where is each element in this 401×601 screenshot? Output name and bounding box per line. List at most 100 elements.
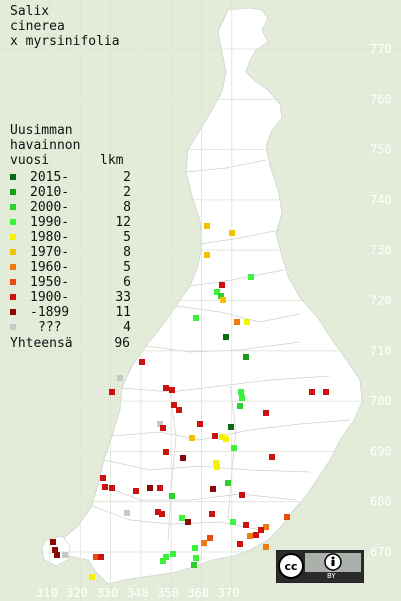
observation-marker	[62, 552, 68, 558]
observation-marker	[179, 515, 185, 521]
observation-marker	[160, 558, 166, 564]
grid-label-y: 740	[370, 193, 392, 207]
legend-swatch	[10, 309, 16, 315]
legend-total-label: Yhteensä	[10, 336, 73, 351]
observation-marker	[218, 293, 224, 299]
observation-marker	[323, 389, 329, 395]
observation-marker	[214, 289, 220, 295]
legend-row: 1990- 12	[10, 215, 135, 230]
observation-marker	[191, 562, 197, 568]
cc-icon: cc	[277, 551, 363, 582]
legend-count-value: 4	[123, 320, 131, 335]
legend-row: -1899 11	[10, 305, 135, 320]
legend-count-value: 8	[123, 245, 131, 260]
grid-label-x: 320	[66, 586, 88, 600]
legend-year-label: -1899	[30, 305, 70, 320]
cc-license-badge: cc BY	[276, 550, 364, 583]
observation-marker	[230, 519, 236, 525]
legend-row: 1980- 5	[10, 230, 135, 245]
species-title-line1: Salix	[10, 4, 50, 19]
observation-marker	[263, 544, 269, 550]
observation-marker	[100, 475, 106, 481]
legend-year-label: 2015-	[30, 170, 70, 185]
observation-marker	[117, 375, 123, 381]
observation-marker	[139, 359, 145, 365]
grid-label-y: 760	[370, 92, 392, 106]
observation-marker	[243, 522, 249, 528]
observation-marker	[209, 511, 215, 517]
legend-row: 1900- 33	[10, 290, 135, 305]
observation-marker	[197, 421, 203, 427]
legend-row: 1950- 6	[10, 275, 135, 290]
legend-row: 1970- 8	[10, 245, 135, 260]
grid-label-x: 360	[188, 586, 210, 600]
observation-marker	[133, 488, 139, 494]
grid-label-x: 310	[36, 586, 58, 600]
grid-label-y: 690	[370, 444, 392, 458]
observation-marker	[54, 552, 60, 558]
observation-marker	[180, 455, 186, 461]
observation-marker	[212, 433, 218, 439]
legend-count-value: 5	[123, 230, 131, 245]
legend-count-value: 6	[123, 275, 131, 290]
observation-marker	[155, 509, 161, 515]
legend-row: 2010- 2	[10, 185, 135, 200]
observation-marker	[248, 274, 254, 280]
observation-marker	[189, 435, 195, 441]
observation-marker	[193, 315, 199, 321]
observation-marker	[163, 449, 169, 455]
observation-marker	[171, 402, 177, 408]
grid-label-x: 330	[97, 586, 119, 600]
observation-marker	[201, 540, 207, 546]
species-title-line2: cinerea	[10, 19, 65, 34]
observation-marker	[243, 354, 249, 360]
observation-marker	[253, 532, 259, 538]
observation-marker	[163, 554, 169, 560]
observation-marker	[219, 282, 225, 288]
legend-header-line1: Uusimman	[10, 123, 73, 138]
observation-marker	[258, 527, 264, 533]
observation-marker	[109, 389, 115, 395]
legend-col-count: lkm	[100, 153, 124, 168]
legend-count-value: 2	[123, 170, 131, 185]
observation-marker	[231, 445, 237, 451]
grid-label-y: 720	[370, 294, 392, 308]
grid-label-y: 700	[370, 394, 392, 408]
observation-marker	[237, 403, 243, 409]
observation-marker	[247, 533, 253, 539]
legend-year-label: 1970-	[30, 245, 70, 260]
observation-marker	[93, 554, 99, 560]
observation-marker	[244, 319, 250, 325]
observation-marker	[225, 480, 231, 486]
legend-swatch	[10, 234, 16, 240]
legend-swatch	[10, 189, 16, 195]
legend-swatch	[10, 219, 16, 225]
cc-by-text: BY	[327, 572, 336, 580]
observation-marker	[204, 252, 210, 258]
legend-total-count: 96	[114, 336, 130, 351]
grid-labels: 310 320 330 340 350 360 370 770 760 750 740 730 720 7…	[36, 42, 392, 600]
grid-label-x: 350	[157, 586, 179, 600]
observation-marker	[213, 460, 219, 466]
legend-year-label: ???	[38, 320, 62, 335]
observation-marker	[263, 524, 269, 530]
legend-year-label: 2000-	[30, 200, 70, 215]
observation-marker	[192, 545, 198, 551]
grid-label-y: 770	[370, 42, 392, 56]
observation-marker	[223, 334, 229, 340]
legend-count-value: 11	[115, 305, 131, 320]
observation-marker	[169, 493, 175, 499]
grid-label-y: 730	[370, 243, 392, 257]
legend-swatch	[10, 204, 16, 210]
observation-marker	[229, 230, 235, 236]
observation-marker	[204, 223, 210, 229]
observation-marker	[234, 319, 240, 325]
observation-marker	[157, 421, 163, 427]
observation-marker	[185, 519, 191, 525]
legend-count-value: 33	[115, 290, 131, 305]
observation-marker	[239, 492, 245, 498]
grid-label-x: 370	[218, 586, 240, 600]
legend-row: 2000- 8	[10, 200, 135, 215]
legend-swatch	[10, 279, 16, 285]
observation-marker	[219, 434, 225, 440]
